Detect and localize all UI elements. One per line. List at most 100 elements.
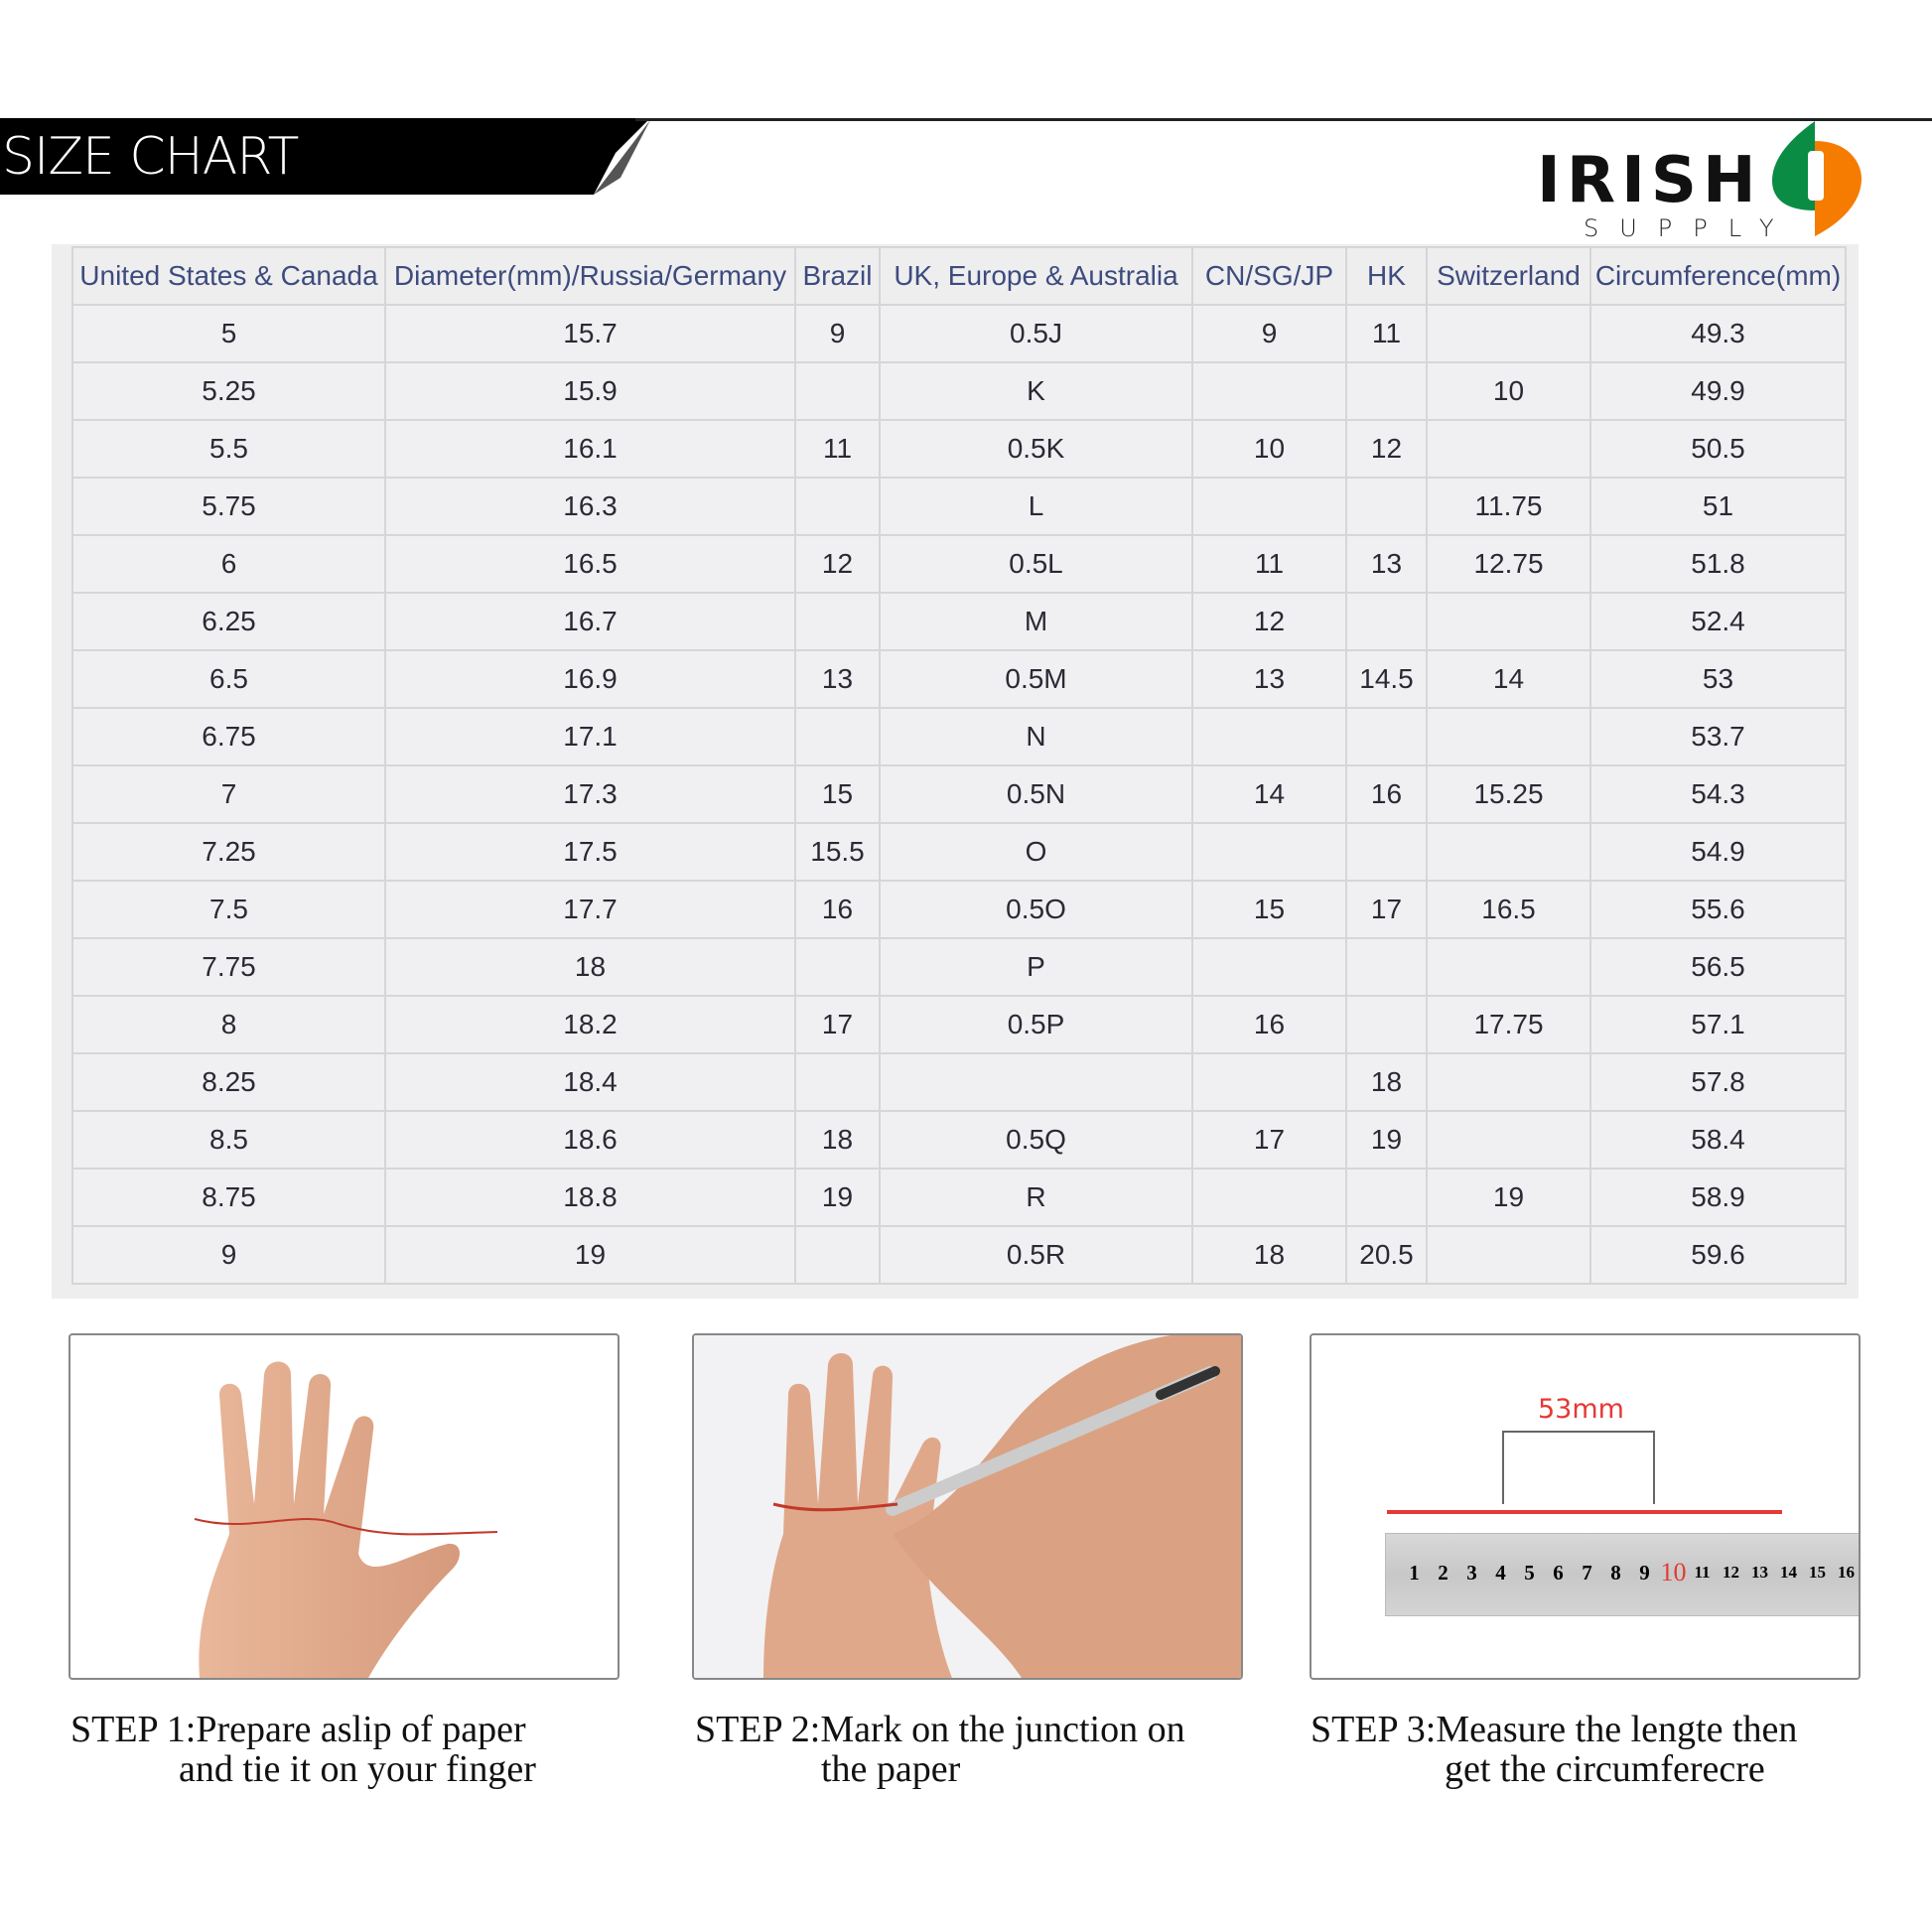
table-cell xyxy=(1345,822,1428,882)
table-cell xyxy=(1191,1168,1347,1227)
table-cell: 16.7 xyxy=(384,592,796,651)
ruler-number: 7 xyxy=(1582,1560,1592,1585)
column-header: Diameter(mm)/Russia/Germany xyxy=(384,246,796,306)
column-header: Switzerland xyxy=(1426,246,1591,306)
paper-strip-line xyxy=(1387,1510,1782,1514)
table-cell: 17 xyxy=(794,995,881,1054)
table-cell: 18.8 xyxy=(384,1168,796,1227)
logo-subtitle: SUPPLY xyxy=(1584,214,1795,242)
table-cell xyxy=(794,361,881,421)
ruler-number: 8 xyxy=(1610,1560,1621,1585)
logo-wordmark: IRISH xyxy=(1537,144,1762,217)
ruler-number: 5 xyxy=(1524,1560,1535,1585)
title-banner xyxy=(0,118,650,195)
table-cell: L xyxy=(879,477,1193,536)
table-cell: 7.25 xyxy=(71,822,386,882)
table-cell: N xyxy=(879,707,1193,766)
header-divider xyxy=(635,118,1932,121)
table-cell xyxy=(1191,707,1347,766)
table-row: 9 19 0.5R 18 20.5 59.6 xyxy=(71,1225,1847,1285)
ruler-number: 16 xyxy=(1838,1563,1855,1582)
table-cell: 17 xyxy=(1191,1110,1347,1170)
step-2-line-2: the paper xyxy=(821,1748,961,1790)
table-cell: 15.7 xyxy=(384,304,796,363)
table-cell: 0.5Q xyxy=(879,1110,1193,1170)
ruler-number: 15 xyxy=(1809,1563,1826,1582)
table-cell: 0.5R xyxy=(879,1225,1193,1285)
table-cell: 0.5J xyxy=(879,304,1193,363)
table-cell: 11 xyxy=(1191,534,1347,594)
ruler-number: 12 xyxy=(1723,1563,1739,1582)
table-cell: 51 xyxy=(1589,477,1847,536)
table-cell: 18 xyxy=(384,937,796,997)
table-cell: 20.5 xyxy=(1345,1225,1428,1285)
table-cell: 0.5L xyxy=(879,534,1193,594)
table-cell: 49.9 xyxy=(1589,361,1847,421)
table-cell: 52.4 xyxy=(1589,592,1847,651)
table-cell: M xyxy=(879,592,1193,651)
table-row: 5.75 16.3 L 11.75 51 xyxy=(71,477,1847,536)
table-cell: 6.25 xyxy=(71,592,386,651)
table-cell: 5.25 xyxy=(71,361,386,421)
table-cell: 17.3 xyxy=(384,764,796,824)
step-3-image: 53mm 1 2 3 4 5 6 7 8 9 10 11 12 13 14 15 16 xyxy=(1310,1333,1861,1680)
table-cell: 11.75 xyxy=(1426,477,1591,536)
table-cell: 15.5 xyxy=(794,822,881,882)
measurement-bracket xyxy=(1502,1431,1655,1504)
table-cell xyxy=(1345,995,1428,1054)
table-cell: 8.75 xyxy=(71,1168,386,1227)
table-cell: 56.5 xyxy=(1589,937,1847,997)
table-row: 8.5 18.6 18 0.5Q 17 19 58.4 xyxy=(71,1110,1847,1170)
table-cell xyxy=(1191,937,1347,997)
table-cell: 12 xyxy=(794,534,881,594)
step-2-line-1: STEP 2:Mark on the junction on xyxy=(695,1709,1185,1750)
column-header: UK, Europe & Australia xyxy=(879,246,1193,306)
table-cell: 9 xyxy=(1191,304,1347,363)
table-cell: 15.25 xyxy=(1426,764,1591,824)
table-cell: 17 xyxy=(1345,880,1428,939)
table-cell: 9 xyxy=(71,1225,386,1285)
table-cell: 7 xyxy=(71,764,386,824)
table-cell: 59.6 xyxy=(1589,1225,1847,1285)
table-cell xyxy=(1345,707,1428,766)
table-cell xyxy=(1426,304,1591,363)
table-cell xyxy=(1426,592,1591,651)
table-cell xyxy=(1345,592,1428,651)
table-cell: 17.7 xyxy=(384,880,796,939)
table-cell: 7.75 xyxy=(71,937,386,997)
ruler-number: 2 xyxy=(1438,1560,1449,1585)
table-cell: O xyxy=(879,822,1193,882)
table-cell xyxy=(794,937,881,997)
table-cell xyxy=(794,1225,881,1285)
table-cell xyxy=(1191,477,1347,536)
table-cell: 13 xyxy=(1345,534,1428,594)
table-cell xyxy=(794,1052,881,1112)
table-cell: 14.5 xyxy=(1345,649,1428,709)
table-cell xyxy=(1426,822,1591,882)
table-cell: 16.9 xyxy=(384,649,796,709)
table-cell: 8.5 xyxy=(71,1110,386,1170)
table-row: 6 16.5 12 0.5L 11 13 12.75 51.8 xyxy=(71,534,1847,594)
table-cell xyxy=(1191,1052,1347,1112)
table-cell: 55.6 xyxy=(1589,880,1847,939)
table-row: 8 18.2 17 0.5P 16 17.75 57.1 xyxy=(71,995,1847,1054)
column-header: Circumference(mm) xyxy=(1589,246,1847,306)
table-cell: 0.5M xyxy=(879,649,1193,709)
table-cell xyxy=(1426,707,1591,766)
table-cell: 53 xyxy=(1589,649,1847,709)
table-cell xyxy=(1345,477,1428,536)
table-cell: 18.2 xyxy=(384,995,796,1054)
table-row: 6.75 17.1 N 53.7 xyxy=(71,707,1847,766)
table-cell: 15 xyxy=(794,764,881,824)
table-row: 6.25 16.7 M 12 52.4 xyxy=(71,592,1847,651)
table-cell: 19 xyxy=(1426,1168,1591,1227)
ruler-number: 10 xyxy=(1660,1558,1687,1587)
table-header-row: United States & Canada Diameter(mm)/Russi… xyxy=(71,246,1847,306)
table-cell: 13 xyxy=(1191,649,1347,709)
table-cell xyxy=(1426,1110,1591,1170)
table-row: 7 17.3 15 0.5N 14 16 15.25 54.3 xyxy=(71,764,1847,824)
ruler-number: 3 xyxy=(1466,1560,1477,1585)
ruler-number: 14 xyxy=(1780,1563,1797,1582)
table-cell: 5 xyxy=(71,304,386,363)
table-cell: 17.1 xyxy=(384,707,796,766)
